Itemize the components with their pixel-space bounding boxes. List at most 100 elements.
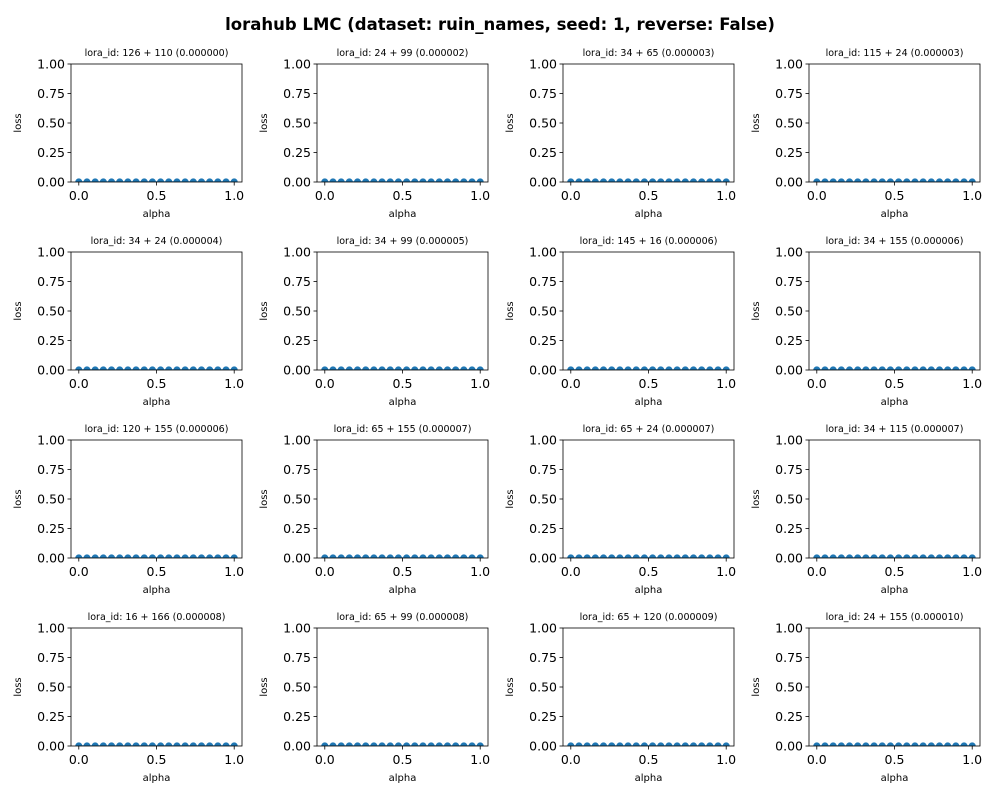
- x-axis-label: alpha: [143, 209, 171, 220]
- y-tick-label: 0.00: [529, 175, 557, 190]
- y-tick-label: 0.00: [37, 551, 65, 566]
- x-tick-label: 0.0: [561, 564, 581, 579]
- y-tick-label: 0.50: [775, 304, 803, 319]
- data-point: [173, 366, 181, 370]
- y-tick-label: 0.50: [529, 492, 557, 507]
- data-point: [75, 742, 83, 746]
- data-point: [321, 742, 329, 746]
- axes-frame: [562, 627, 735, 747]
- data-point: [394, 366, 403, 370]
- data-point: [116, 178, 124, 182]
- data-point: [845, 742, 854, 746]
- data-point: [156, 366, 165, 370]
- x-tick-label: 1.0: [716, 564, 736, 579]
- series-loss: [75, 366, 238, 370]
- y-tick-label: 0.75: [775, 650, 803, 665]
- x-axis-label: alpha: [389, 773, 417, 784]
- axes-frame: [562, 251, 735, 371]
- data-point: [886, 366, 895, 370]
- data-point: [476, 742, 484, 746]
- series-loss: [567, 178, 730, 182]
- data-point: [468, 554, 476, 558]
- x-tick-label: 1.0: [224, 752, 244, 767]
- series-loss: [567, 554, 730, 558]
- y-tick-label: 0.75: [37, 86, 65, 101]
- data-point: [927, 554, 935, 558]
- data-point: [197, 554, 206, 558]
- y-axis-label: loss: [259, 113, 270, 132]
- data-point: [886, 554, 895, 558]
- data-point: [222, 178, 230, 182]
- x-tick-label: 1.0: [962, 376, 982, 391]
- x-tick-label: 0.5: [147, 752, 167, 767]
- x-tick-label: 0.0: [807, 564, 827, 579]
- y-tick-label: 0.00: [37, 739, 65, 754]
- y-axis-label: loss: [259, 677, 270, 696]
- data-point: [140, 178, 148, 182]
- x-tick-label: 1.0: [962, 752, 982, 767]
- data-point: [132, 742, 140, 746]
- data-point: [903, 742, 911, 746]
- subplot-6: lora_id: 34 + 99 (0.000005) 0.00 0.25 0.50 0…: [259, 236, 490, 408]
- series-loss: [813, 554, 976, 558]
- data-point: [362, 366, 370, 370]
- x-axis-label: alpha: [389, 397, 417, 408]
- data-point: [435, 742, 443, 746]
- x-tick-label: 0.0: [561, 188, 581, 203]
- subplot-title: lora_id: 34 + 115 (0.000007): [826, 424, 964, 435]
- data-point: [419, 742, 427, 746]
- y-tick-label: 1.00: [775, 621, 803, 636]
- y-tick-label: 1.00: [283, 245, 311, 260]
- data-point: [222, 742, 230, 746]
- data-point: [476, 366, 484, 370]
- data-point: [321, 366, 329, 370]
- data-point: [206, 554, 214, 558]
- axes-frame: [562, 439, 735, 559]
- data-point: [608, 554, 616, 558]
- series-loss: [321, 554, 484, 558]
- data-point: [608, 742, 616, 746]
- subplot-8: lora_id: 34 + 155 (0.000006)0.000.250.50…: [751, 236, 982, 408]
- data-point: [706, 178, 714, 182]
- data-point: [714, 178, 722, 182]
- data-point: [452, 178, 460, 182]
- x-axis-label: alpha: [881, 209, 909, 220]
- axes-frame: [316, 439, 489, 559]
- y-tick-label: 0.25: [37, 333, 65, 348]
- data-point: [689, 178, 698, 182]
- subplot-title: lora_id: 34 + 155 (0.000006): [826, 236, 964, 247]
- data-point: [681, 366, 689, 370]
- axes-frame: [808, 251, 981, 371]
- y-tick-label: 0.00: [283, 739, 311, 754]
- data-point: [706, 366, 714, 370]
- subplot-16: lora_id: 24 + 155 (0.000010)0.000.250.50…: [751, 612, 982, 784]
- data-point: [124, 554, 132, 558]
- data-point: [657, 742, 665, 746]
- data-point: [698, 366, 706, 370]
- data-point: [878, 178, 886, 182]
- data-point: [427, 554, 435, 558]
- subplot-title: lora_id: 120 + 155 (0.000006): [85, 424, 229, 435]
- data-point: [386, 554, 394, 558]
- x-tick-label: 0.0: [807, 376, 827, 391]
- data-point: [567, 742, 575, 746]
- data-point: [648, 554, 657, 558]
- data-point: [116, 366, 124, 370]
- x-tick-label: 1.0: [470, 752, 490, 767]
- subplot-title: lora_id: 16 + 166 (0.000008): [88, 612, 226, 623]
- data-point: [337, 554, 345, 558]
- data-point: [714, 554, 722, 558]
- series-loss: [75, 742, 238, 746]
- data-point: [673, 554, 681, 558]
- x-tick-label: 0.5: [639, 376, 659, 391]
- y-axis-label: loss: [505, 489, 516, 508]
- data-point: [894, 366, 903, 370]
- data-point: [165, 742, 173, 746]
- data-point: [329, 366, 337, 370]
- data-point: [132, 366, 140, 370]
- y-tick-label: 1.00: [529, 57, 557, 72]
- data-point: [878, 742, 886, 746]
- data-point: [911, 554, 919, 558]
- data-point: [837, 554, 845, 558]
- axes-frame: [562, 63, 735, 183]
